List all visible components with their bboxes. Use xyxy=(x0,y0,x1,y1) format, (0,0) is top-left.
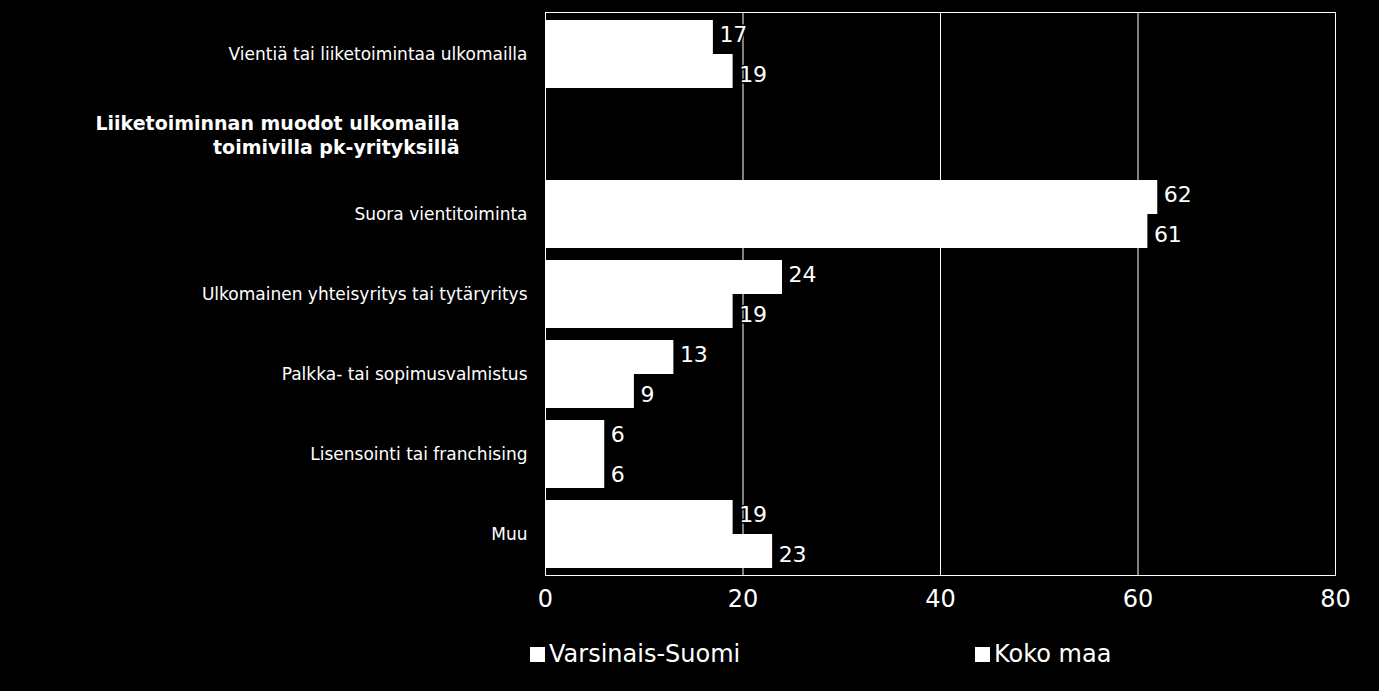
svg-text:0: 0 xyxy=(538,585,553,613)
html-text:Varsinais-Suomi: Varsinais-Suomi xyxy=(549,640,741,668)
svg-text:Suora vientitoiminta: Suora vientitoiminta xyxy=(354,204,527,224)
svg-text:6: 6 xyxy=(611,422,625,447)
svg-text:6: 6 xyxy=(611,462,625,487)
svg-text:Ulkomainen yhteisyritys tai ty: Ulkomainen yhteisyritys tai tytäryritys xyxy=(202,284,528,304)
svg-text:19: 19 xyxy=(739,62,767,87)
svg-text:23: 23 xyxy=(779,542,807,567)
svg-text:Muu: Muu xyxy=(491,524,527,544)
svg-text:9: 9 xyxy=(640,382,654,407)
svg-text:Vientiä tai liiketoimintaa ulk: Vientiä tai liiketoimintaa ulkomailla xyxy=(229,44,528,64)
svg-text:80: 80 xyxy=(1320,585,1351,613)
svg-text:Liiketoiminnan muodot ulkomail: Liiketoiminnan muodot ulkomaillatoimivil… xyxy=(95,112,459,158)
svg-text:17: 17 xyxy=(719,22,747,47)
svg-text:20: 20 xyxy=(728,585,759,613)
svg-text:62: 62 xyxy=(1164,182,1192,207)
svg-text:13: 13 xyxy=(680,342,708,367)
svg-text:24: 24 xyxy=(789,262,817,287)
svg-text:60: 60 xyxy=(1123,585,1154,613)
svg-text:61: 61 xyxy=(1154,222,1182,247)
svg-text:Palkka- tai sopimusvalmistus: Palkka- tai sopimusvalmistus xyxy=(282,364,528,384)
svg-text:19: 19 xyxy=(739,502,767,527)
svg-text:Lisensointi tai franchising: Lisensointi tai franchising xyxy=(310,444,527,464)
svg-text:19: 19 xyxy=(739,302,767,327)
html-text:Koko maa: Koko maa xyxy=(994,640,1112,668)
svg-text:40: 40 xyxy=(925,585,956,613)
